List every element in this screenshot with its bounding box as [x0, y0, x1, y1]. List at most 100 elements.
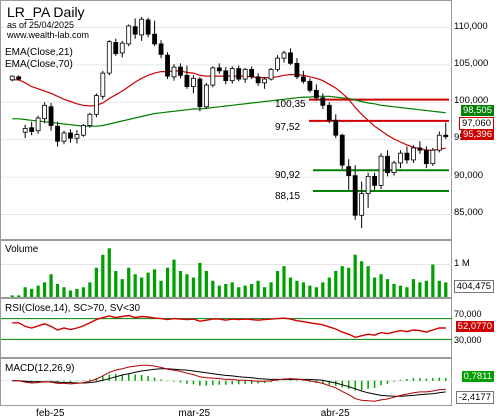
- price-tick: 90,000: [454, 170, 484, 181]
- candle-body: [249, 68, 255, 78]
- volume-bar: [301, 282, 306, 297]
- rsi-tick-70: 70,000: [454, 309, 482, 319]
- volume-bar: [437, 280, 441, 297]
- level-label-2: 97,52: [275, 122, 301, 133]
- macd-hist-tag: 0,7811: [461, 371, 494, 382]
- volume-bar: [288, 277, 293, 297]
- volume-bar: [418, 282, 422, 297]
- volume-bar: [68, 290, 73, 297]
- x-label-feb: feb-25: [36, 408, 65, 419]
- candle-body: [307, 80, 313, 91]
- legend-ema21: EMA(Close,21): [5, 47, 73, 58]
- price-axis: 110,000 105,000 100,000 95,000 90,000 85…: [452, 0, 496, 240]
- candle-body: [236, 68, 242, 80]
- candle-body: [216, 67, 222, 72]
- x-axis: feb-25 mar-25 abr-25: [0, 406, 452, 420]
- candle-body: [55, 125, 60, 142]
- candle-body: [184, 74, 190, 87]
- candle-body: [333, 119, 339, 136]
- macd-signal-line: [12, 368, 446, 397]
- candle-body: [365, 175, 371, 194]
- chart-header: LR_PA Daily as of 25/04/2025 www.wealth-…: [7, 4, 89, 40]
- volume-bar: [30, 288, 34, 297]
- candle-body: [255, 76, 261, 84]
- volume-bar: [392, 284, 396, 297]
- candle-body: [61, 132, 67, 142]
- legend-ema70: EMA(Close,70): [5, 59, 73, 70]
- volume-bar: [327, 277, 331, 297]
- candle-body: [346, 166, 352, 177]
- candle-body: [275, 57, 280, 70]
- rsi-pane[interactable]: RSI(Close,14), SC>70, SV<30: [0, 298, 453, 359]
- candle-body: [378, 155, 384, 186]
- volume-bar: [62, 287, 66, 297]
- candle-body: [29, 127, 35, 132]
- volume-bar: [275, 271, 280, 297]
- volume-bar: [172, 259, 176, 297]
- volume-bar: [127, 267, 131, 297]
- candle-body: [191, 77, 196, 87]
- volume-bar: [295, 280, 299, 297]
- volume-chart[interactable]: [1, 241, 453, 299]
- volume-bar: [385, 279, 390, 297]
- volume-bar: [230, 282, 234, 297]
- volume-bar: [431, 264, 435, 297]
- volume-bar: [340, 266, 344, 297]
- volume-bar: [308, 285, 312, 297]
- candle-body: [423, 149, 429, 165]
- volume-bar: [366, 266, 370, 297]
- volume-bar: [360, 261, 364, 297]
- price-tick: 100,000: [454, 95, 489, 106]
- candle-body: [126, 25, 132, 45]
- volume-bar: [204, 271, 208, 297]
- rsi-axis: 70,000 52,0770 30,000: [452, 298, 496, 358]
- site-link[interactable]: www.wealth-lab.com: [7, 30, 90, 40]
- candle-body: [294, 62, 300, 78]
- level-label-3: 90,92: [275, 170, 301, 181]
- candle-body: [165, 54, 170, 77]
- candle-body: [443, 134, 449, 138]
- rsi-chart[interactable]: [1, 299, 453, 359]
- volume-bar: [444, 282, 448, 297]
- price-tick: 105,000: [454, 58, 489, 69]
- candle-body: [197, 78, 203, 108]
- candle-body: [262, 78, 267, 84]
- rsi-last-tag: 52,0770: [455, 321, 494, 332]
- volume-bar: [269, 282, 273, 297]
- volume-bar: [23, 287, 27, 297]
- volume-bar: [10, 295, 14, 297]
- volume-bar: [133, 274, 137, 297]
- price-tick: 110,000: [454, 21, 488, 32]
- price-chart[interactable]: [1, 1, 453, 241]
- volume-bar: [379, 274, 383, 297]
- candle-body: [87, 113, 93, 126]
- volume-bar: [88, 282, 92, 297]
- volume-bar: [75, 288, 79, 297]
- asof-date: as of 25/04/2025: [7, 20, 75, 30]
- candle-body: [139, 18, 145, 36]
- volume-label: Volume: [5, 244, 39, 255]
- rsi-label: RSI(Close,14), SC>70, SV<30: [5, 303, 141, 314]
- candle-body: [22, 128, 28, 133]
- ema70-value-tag: 98,505: [460, 105, 494, 116]
- volume-bar: [237, 287, 241, 297]
- volume-bar: [256, 280, 260, 297]
- candle-body: [339, 134, 345, 166]
- price-pane[interactable]: LR_PA Daily as of 25/04/2025 www.wealth-…: [0, 0, 453, 241]
- candle-body: [100, 72, 106, 97]
- candle-body: [288, 52, 293, 64]
- candle-body: [352, 175, 358, 216]
- volume-bar: [321, 282, 325, 297]
- volume-pane[interactable]: Volume: [0, 240, 453, 299]
- macd-chart[interactable]: [1, 359, 453, 407]
- candle-body: [229, 68, 235, 81]
- candle-body: [158, 43, 164, 55]
- candle-body: [404, 152, 410, 161]
- candle-body: [411, 147, 416, 161]
- candle-body: [93, 95, 99, 115]
- volume-bar: [107, 248, 111, 297]
- candle-body: [242, 68, 248, 80]
- candle-body: [145, 19, 151, 35]
- candle-body: [132, 26, 138, 35]
- macd-pane[interactable]: MACD(12,26,9): [0, 358, 453, 407]
